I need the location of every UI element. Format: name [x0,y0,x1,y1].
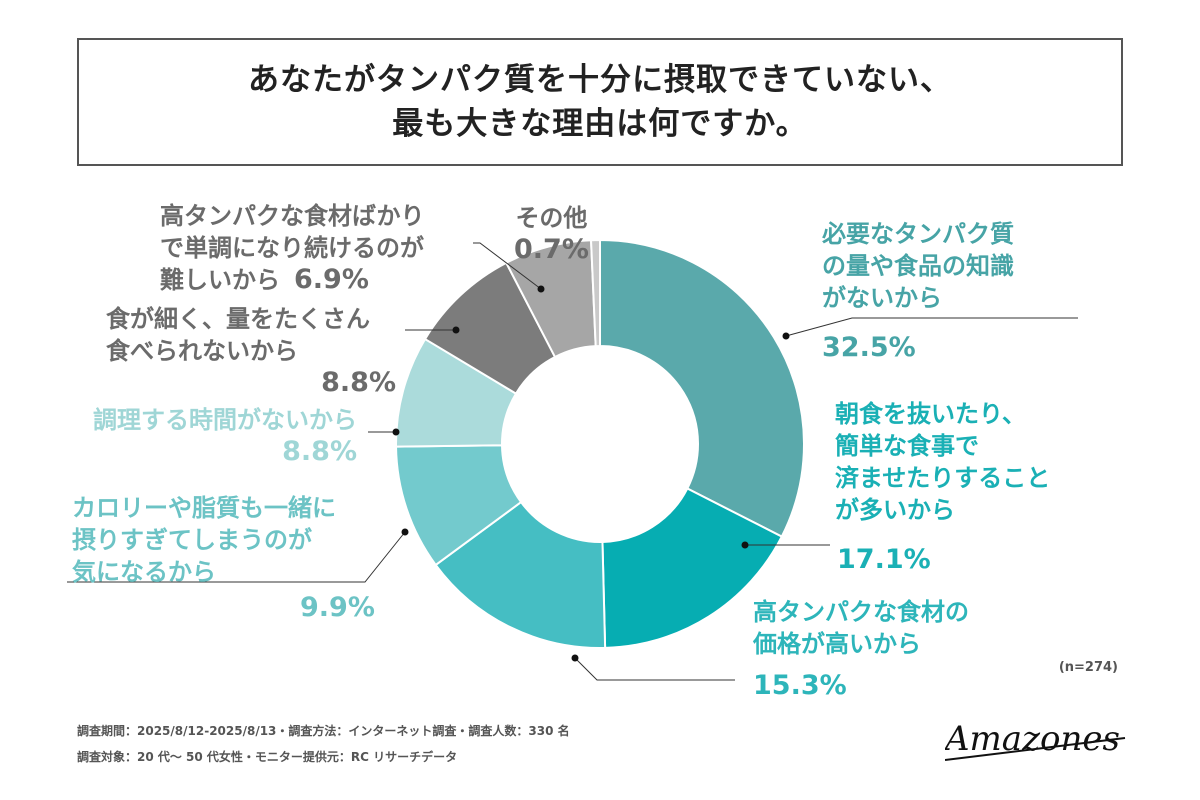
leader-line-s1 [785,317,1078,337]
slice-label-s7-line-text: 難しいから [160,266,280,294]
slice-label-s3: 高タンパクな食材の 価格が高いから 15.3% [753,596,969,702]
slice-label-s1-line: 必要なタンパク質 [822,220,1014,248]
leader-dot-s7 [537,285,545,293]
slice-value-s1: 32.5% [822,332,916,363]
leader-dot-s1 [782,332,790,340]
chart-title-line-1: あなたがタンパク質を十分に摂取できていない、 [248,62,952,98]
slice-label-s7: 高タンパクな食材ばかり で単調になり続けるのが 難しいから 6.9% [160,200,424,296]
slice-label-s1: 必要なタンパク質 の量や食品の知識 がないから 32.5% [822,218,1014,364]
leader-dot-s3 [571,654,579,662]
slice-label-s6-line: 食べられないから [106,337,298,365]
sample-size-note: (n=274) [1058,660,1118,675]
slice-value-s3: 15.3% [753,670,847,701]
brand-logo-underline [945,737,1126,761]
slice-value-s5: 8.8% [282,436,357,467]
slice-label-s6: 食が細く、量をたくさん 食べられないから 8.8% [106,303,396,399]
leader-line-s3 [574,657,735,681]
slice-label-s2-line: が多いから [835,496,955,524]
leader-lines [67,242,1078,681]
slice-label-s4-line: 気になるから [72,558,216,586]
slice-label-s4: カロリーや脂質も一緒に 摂りすぎてしまうのが 気になるから [72,492,336,588]
slice-label-s4-line: 摂りすぎてしまうのが [72,526,312,554]
slice-label-s1-line: がないから [822,284,942,312]
leader-dot-s2 [741,541,749,549]
brand-logo: Amazones [945,719,1126,761]
leader-line-s4 [67,531,406,583]
slice-label-s7-line: 難しいから 6.9% [160,264,424,296]
chart-title-line-2: 最も大きな理由は何ですか。 [392,106,808,142]
donut-slice-2 [601,487,784,649]
donut-slice-3 [434,500,607,649]
leader-dot-s4 [401,528,409,536]
slice-label-s3-line: 価格が高いから [753,630,921,658]
leader-dot-s6 [452,326,460,334]
slice-label-s7-line: 高タンパクな食材ばかり [160,202,425,230]
slice-value-s8: 0.7% [514,234,589,265]
leader-dot-s5 [392,428,400,436]
footer-line-1: 調査期間：2025/8/12-2025/8/13・調査方法：インターネット調査・… [77,724,570,738]
slice-label-s5-line: 調理する時間がないから [93,406,357,434]
slice-value-s4-wrap: 9.9% [300,592,375,624]
slice-label-s2: 朝食を抜いたり、 簡単な食事で 済ませたりすること が多いから 17.1% [835,398,1050,576]
slice-label-s1-line: の量や食品の知識 [822,252,1014,280]
donut-slice-8 [589,238,601,348]
leader-line-s7 [473,242,542,290]
slice-label-s8: その他 0.7% [514,202,589,266]
slice-label-s7-line: で単調になり続けるのが [160,234,424,262]
donut-slice-1 [599,238,805,538]
slice-label-s5: 調理する時間がないから 8.8% [72,404,357,468]
slice-value-s6: 8.8% [321,367,396,398]
chart-title-box: あなたがタンパク質を十分に摂取できていない、 最も大きな理由は何ですか。 [77,38,1123,166]
slice-label-s3-line: 高タンパクな食材の [753,598,969,626]
slice-value-s2: 17.1% [837,544,931,575]
donut-slices [395,238,805,649]
brand-logo-text: Amazones [945,719,1120,759]
slice-label-s2-line: 朝食を抜いたり、 [835,400,1027,428]
slice-value-s4: 9.9% [300,592,375,623]
slice-label-s4-line: カロリーや脂質も一緒に [72,494,336,522]
slice-label-s8-line: その他 [515,204,588,232]
slice-label-s2-line: 簡単な食事で [835,432,979,460]
slice-value-s7: 6.9% [294,264,369,295]
footer-line-2: 調査対象：20 代〜 50 代女性・モニター提供元：RC リサーチデータ [77,750,458,764]
leader-dots [392,285,790,662]
slice-label-s6-line: 食が細く、量をたくさん [106,305,370,333]
slice-label-s2-line: 済ませたりすること [835,464,1051,492]
